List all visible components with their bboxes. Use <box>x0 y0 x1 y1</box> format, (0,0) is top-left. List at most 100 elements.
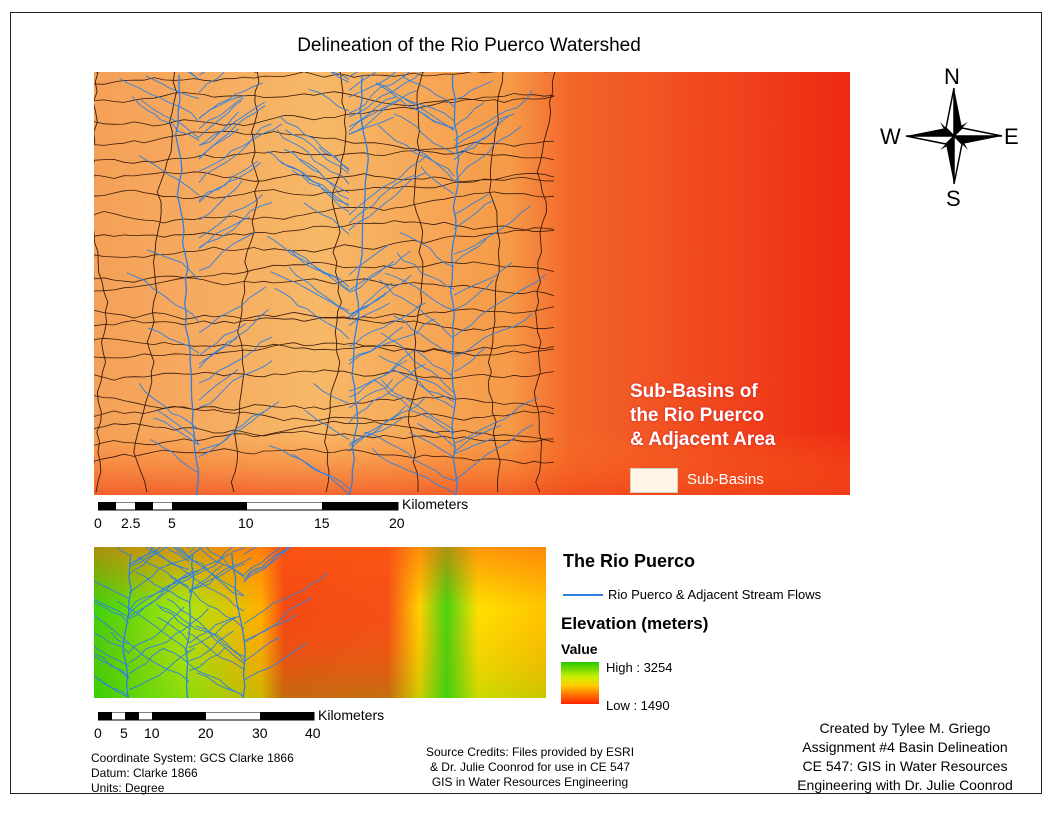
stream-branch <box>243 614 297 643</box>
stream-trunk <box>174 75 199 495</box>
west-label: W <box>880 124 901 149</box>
sub-basin-swatch <box>630 468 678 493</box>
stream-branch <box>453 193 489 216</box>
inset-scale-unit-label: Kilometers <box>318 707 385 723</box>
stream-trunk <box>348 74 369 495</box>
basin-boundary <box>94 306 555 320</box>
stream-branch <box>453 313 533 358</box>
author-line-1: Created by Tylee M. Griego <box>819 720 991 736</box>
stream-branch <box>198 123 282 172</box>
stream-branch <box>243 637 280 662</box>
stream-branch <box>141 99 200 139</box>
stream-branch <box>418 383 455 409</box>
stream-branch <box>276 129 350 185</box>
stream-branch <box>270 271 350 314</box>
stream-branch <box>128 549 198 594</box>
legend-title-line-1: Sub-Basins of <box>630 381 758 402</box>
stream-branch <box>94 675 130 697</box>
stream-branch <box>94 598 130 619</box>
main-map-frame[interactable] <box>94 72 850 495</box>
inset-legend-title: The Rio Puerco <box>563 551 696 571</box>
stream-branch <box>198 160 258 203</box>
basin-boundary <box>94 171 555 183</box>
inset-scale-tick-5: 5 <box>120 725 128 741</box>
stream-branch <box>299 158 350 200</box>
stream-branch <box>409 432 455 458</box>
stream-branch <box>177 547 245 597</box>
stream-branch <box>145 75 200 100</box>
stream-branch <box>198 100 242 138</box>
stream-branch <box>308 89 350 112</box>
stream-branch <box>172 547 190 559</box>
stream-branch <box>116 600 190 654</box>
stream-branch <box>243 572 327 625</box>
stream-branch <box>198 216 250 250</box>
basin-boundary <box>94 342 555 359</box>
stream-branch <box>188 557 252 592</box>
stream-branch <box>453 437 494 455</box>
basin-boundary <box>94 91 555 107</box>
stream-branch <box>279 115 350 170</box>
stream-branch <box>348 360 408 398</box>
stream-branch <box>393 113 455 154</box>
stream-branch <box>94 675 130 698</box>
stream-trunk <box>231 553 246 698</box>
stream-branch <box>243 547 258 555</box>
stream-branch <box>288 266 350 312</box>
stream-branch <box>453 398 538 444</box>
stream-branch <box>128 568 194 615</box>
stream-branch <box>110 631 190 682</box>
stream-branch <box>453 205 531 255</box>
basin-boundary <box>94 275 555 297</box>
stream-branch <box>348 302 426 347</box>
basin-divide <box>324 72 347 493</box>
stream-branch <box>453 424 502 453</box>
stream-branch <box>198 72 225 93</box>
stream-branch <box>175 547 190 557</box>
stream-branch <box>147 249 200 281</box>
elevation-legend-title: Elevation (meters) <box>561 614 709 633</box>
stream-branch <box>453 424 534 482</box>
stream-branch <box>117 547 130 556</box>
stream-branch <box>266 235 350 292</box>
stream-branch <box>165 547 190 562</box>
stream-branch <box>393 315 455 355</box>
stream-branch <box>94 614 130 644</box>
scale-tick-2-5: 2.5 <box>121 515 141 531</box>
inset-map-frame[interactable] <box>94 547 546 698</box>
stream-branch <box>348 318 435 365</box>
stream-branch <box>348 250 411 293</box>
stream-branch <box>291 170 350 206</box>
stream-branch <box>138 382 200 431</box>
stream-branch <box>348 405 406 447</box>
legend-title-line-2: the Rio Puerco <box>630 405 765 426</box>
stream-branch <box>198 360 273 408</box>
inset-scale-tick-40: 40 <box>305 725 321 741</box>
stream-branch <box>348 261 395 292</box>
inset-scale-tick-0: 0 <box>94 725 102 741</box>
stream-branch <box>373 379 455 435</box>
stream-branch <box>348 174 416 224</box>
stream-branch <box>94 655 130 680</box>
stream-branch <box>198 162 261 202</box>
stream-branch <box>453 80 493 101</box>
stream-branch <box>453 262 513 296</box>
stream-branch <box>126 272 200 323</box>
stream-branch <box>318 146 350 172</box>
sub-basin-legend-label: Sub-Basins <box>687 471 764 488</box>
stream-branch <box>128 567 205 611</box>
basin-boundary <box>94 337 555 355</box>
stream-branch <box>285 129 350 175</box>
credits-line-3: GIS in Water Resources Engineering <box>431 775 629 789</box>
stream-branch <box>167 598 245 664</box>
main-scale-bar: Kilometers 0 2.5 5 10 15 20 <box>94 496 498 536</box>
stream-branch <box>348 415 406 452</box>
stream-branch <box>348 295 384 318</box>
stream-branch <box>348 72 422 118</box>
stream-branch <box>274 288 350 340</box>
stream-branch <box>377 124 455 177</box>
stream-branch <box>198 97 244 130</box>
stream-branch <box>384 272 455 311</box>
sub-basin-boundaries <box>94 72 556 493</box>
stream-branch <box>348 326 403 361</box>
